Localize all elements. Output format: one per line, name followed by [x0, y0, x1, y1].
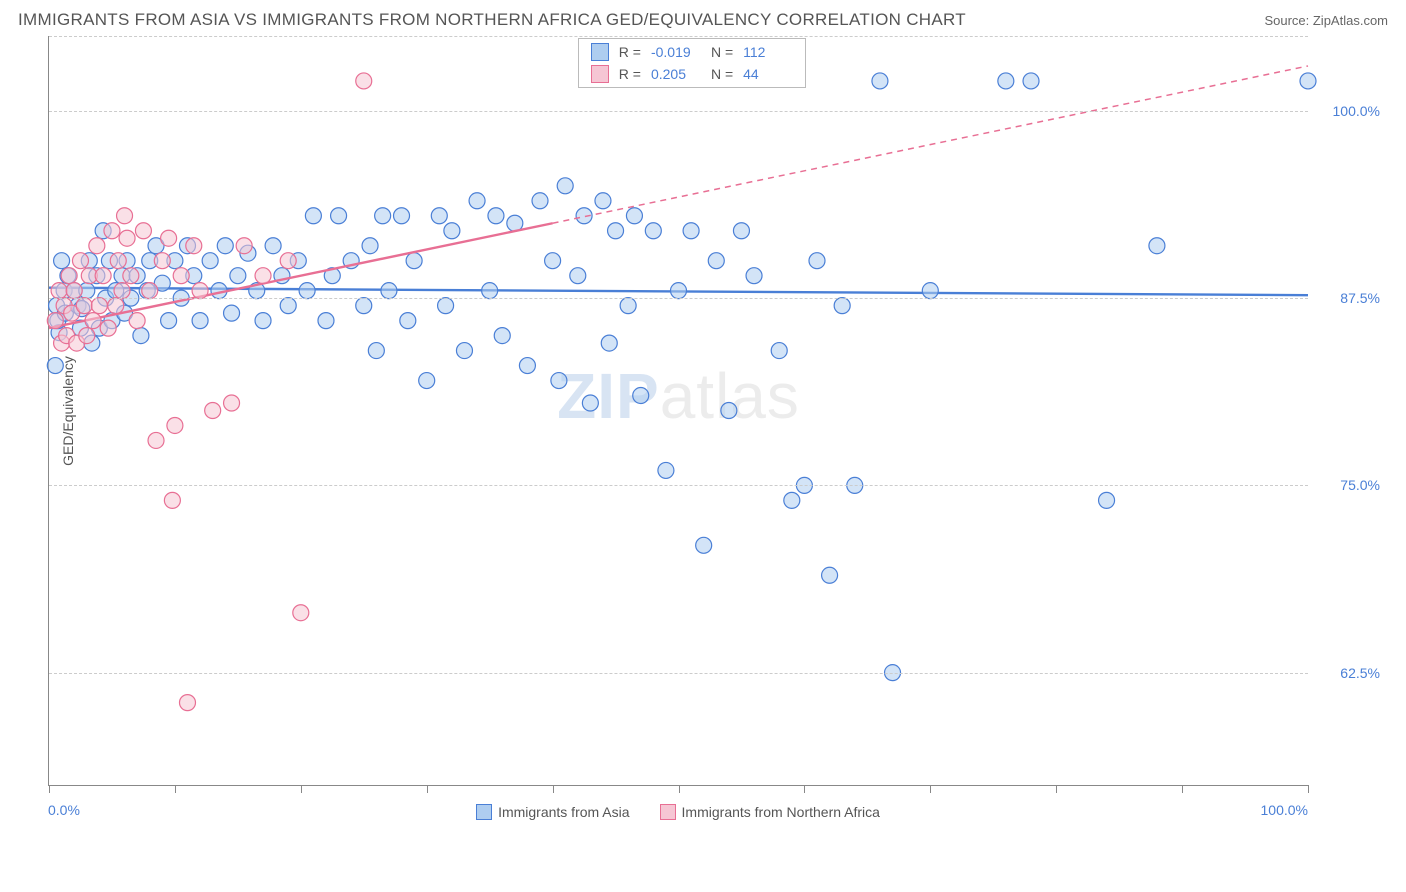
legend-item: Immigrants from Northern Africa — [660, 804, 880, 820]
source-label: Source: ZipAtlas.com — [1264, 13, 1388, 28]
r-value: -0.019 — [651, 44, 701, 60]
gridline — [49, 111, 1308, 112]
y-tick-label: 87.5% — [1340, 290, 1380, 306]
plot-area: GED/Equivalency ZIPatlas R =-0.019N =112… — [48, 36, 1308, 786]
series-swatch — [476, 804, 492, 820]
y-tick-label: 62.5% — [1340, 665, 1380, 681]
x-tick — [930, 785, 931, 793]
x-tick — [1308, 785, 1309, 793]
x-tick — [804, 785, 805, 793]
legend-item: Immigrants from Asia — [476, 804, 629, 820]
legend-label: Immigrants from Asia — [498, 804, 629, 820]
gridline — [49, 673, 1308, 674]
x-tick — [175, 785, 176, 793]
x-tick — [427, 785, 428, 793]
n-value: 112 — [743, 44, 793, 60]
r-label: R = — [619, 66, 641, 82]
gridline — [49, 36, 1308, 37]
x-tick — [679, 785, 680, 793]
x-tick — [49, 785, 50, 793]
gridline — [49, 485, 1308, 486]
series-swatch — [591, 65, 609, 83]
x-tick — [1182, 785, 1183, 793]
y-tick-label: 75.0% — [1340, 477, 1380, 493]
r-value: 0.205 — [651, 66, 701, 82]
stats-row: R = 0.205 N = 44 — [579, 63, 805, 85]
chart-title: IMMIGRANTS FROM ASIA VS IMMIGRANTS FROM … — [18, 10, 966, 30]
correlation-stats-box: R = -0.019 N = 112 R = 0.205 N = 44 — [578, 38, 806, 88]
chart-container: GED/Equivalency ZIPatlas R =-0.019N =112… — [48, 36, 1388, 826]
x-tick — [1056, 785, 1057, 793]
series-swatch — [591, 43, 609, 61]
legend-label: Immigrants from Northern Africa — [682, 804, 880, 820]
x-tick — [553, 785, 554, 793]
n-label: N = — [711, 44, 733, 60]
legend: Immigrants from Asia Immigrants from Nort… — [48, 804, 1308, 820]
gridline — [49, 298, 1308, 299]
y-tick-label: 100.0% — [1333, 103, 1380, 119]
series-swatch — [660, 804, 676, 820]
r-label: R = — [619, 44, 641, 60]
x-tick — [301, 785, 302, 793]
n-label: N = — [711, 66, 733, 82]
stats-row: R = -0.019 N = 112 — [579, 41, 805, 63]
n-value: 44 — [743, 66, 793, 82]
